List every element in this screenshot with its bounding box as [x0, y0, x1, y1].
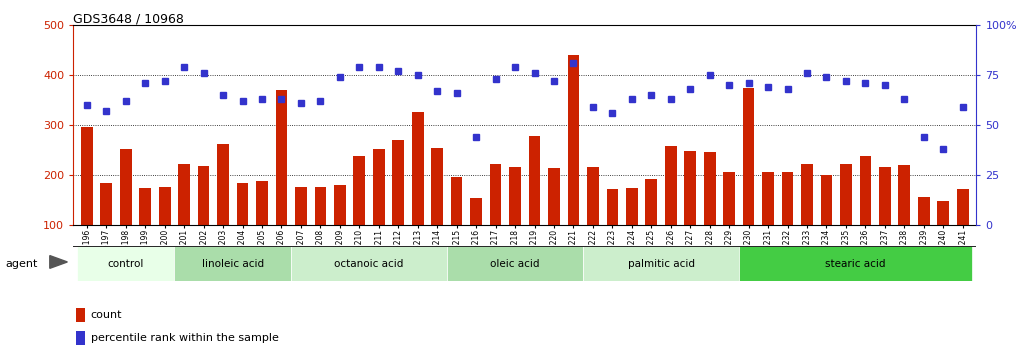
Text: linoleic acid: linoleic acid	[201, 259, 263, 269]
Text: palmitic acid: palmitic acid	[627, 259, 695, 269]
Bar	[490, 164, 501, 225]
Bar	[879, 167, 891, 225]
Bar	[587, 167, 599, 225]
Bar	[412, 112, 423, 225]
Bar	[101, 183, 112, 225]
Bar	[334, 185, 346, 225]
Text: percentile rank within the sample: percentile rank within the sample	[91, 332, 279, 343]
Bar	[665, 146, 676, 225]
Text: agent: agent	[5, 259, 38, 269]
Bar	[704, 152, 716, 225]
Bar	[626, 188, 638, 225]
Bar	[739, 246, 972, 281]
Bar	[859, 156, 872, 225]
Bar	[75, 331, 85, 344]
Text: octanoic acid: octanoic acid	[335, 259, 404, 269]
Bar	[291, 246, 446, 281]
Bar	[218, 144, 229, 225]
Bar	[139, 188, 152, 225]
Bar	[782, 172, 793, 225]
Bar	[529, 136, 540, 225]
Bar	[451, 177, 463, 225]
Text: control: control	[108, 259, 144, 269]
Text: oleic acid: oleic acid	[490, 259, 540, 269]
Bar	[723, 172, 735, 225]
Bar	[567, 55, 580, 225]
Bar	[314, 187, 326, 225]
Bar	[178, 164, 190, 225]
Bar	[256, 181, 267, 225]
Bar	[606, 189, 618, 225]
Polygon shape	[50, 256, 67, 268]
Text: stearic acid: stearic acid	[826, 259, 886, 269]
Bar	[276, 90, 288, 225]
Bar	[354, 156, 365, 225]
Bar	[470, 198, 482, 225]
Bar	[918, 197, 930, 225]
Bar	[510, 167, 521, 225]
Bar	[801, 164, 813, 225]
Bar	[197, 166, 210, 225]
Bar	[393, 140, 404, 225]
Bar	[75, 308, 85, 322]
Bar	[175, 246, 291, 281]
Bar	[646, 179, 657, 225]
Bar	[548, 168, 559, 225]
Bar	[684, 151, 696, 225]
Bar	[840, 164, 852, 225]
Bar	[957, 189, 968, 225]
Bar	[938, 201, 949, 225]
Bar	[742, 88, 755, 225]
Bar	[446, 246, 583, 281]
Text: GDS3648 / 10968: GDS3648 / 10968	[73, 12, 184, 25]
Bar	[373, 149, 384, 225]
Bar	[77, 246, 175, 281]
Text: count: count	[91, 310, 122, 320]
Bar	[821, 175, 832, 225]
Bar	[120, 149, 131, 225]
Bar	[431, 148, 443, 225]
Bar	[237, 183, 248, 225]
Bar	[762, 172, 774, 225]
Bar	[81, 127, 93, 225]
Bar	[898, 165, 910, 225]
Bar	[159, 187, 171, 225]
Bar	[583, 246, 739, 281]
Bar	[295, 187, 307, 225]
